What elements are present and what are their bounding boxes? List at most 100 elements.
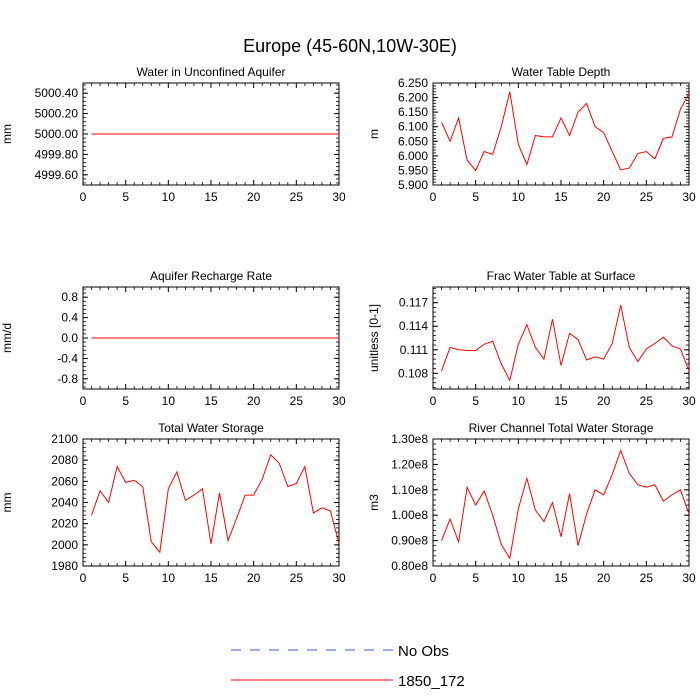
panel-3: Aquifer Recharge Rate 0 5 10 15 20 25 30 -0.8 -0.…	[0, 269, 346, 408]
panel-title: Water Table Depth	[512, 65, 611, 79]
x-tick-label: 25	[290, 571, 304, 585]
panel-title: Frac Water Table at Surface	[487, 269, 636, 283]
y-axis-label: m3	[367, 494, 381, 511]
x-tick-label: 30	[682, 394, 696, 408]
x-tick-label: 30	[332, 190, 346, 204]
x-tick-label: 10	[512, 571, 526, 585]
x-tick-label: 20	[247, 190, 261, 204]
y-tick-label: 0.108	[398, 366, 428, 380]
panel-title: Water in Unconfined Aquifer	[137, 65, 286, 79]
y-axis-label: m	[367, 129, 381, 139]
plot-frame	[432, 82, 690, 186]
x-tick-label: 10	[162, 394, 176, 408]
x-tick-label: 0	[80, 571, 87, 585]
x-tick-label: 5	[122, 394, 129, 408]
x-tick-label: 15	[204, 394, 218, 408]
plot-frame	[82, 438, 340, 567]
legend-label-1: No Obs	[398, 643, 449, 660]
x-tick-label: 5	[472, 571, 479, 585]
x-tick-label: 20	[247, 571, 261, 585]
y-tick-label: 0.80e8	[391, 559, 428, 573]
y-tick-label: 2020	[51, 517, 78, 531]
y-tick-label: 1.20e8	[391, 457, 428, 471]
y-tick-label: 0.8	[61, 290, 78, 304]
x-tick-label: 25	[290, 394, 304, 408]
y-tick-label: 1.30e8	[391, 432, 428, 446]
panel-6: River Channel Total Water Storage 0 5 10 15 2…	[367, 421, 696, 585]
y-tick-label: 2100	[51, 432, 78, 446]
series-line-1850_172	[441, 91, 690, 172]
legend: No Obs 1850_172	[231, 643, 465, 690]
x-tick-label: 5	[122, 571, 129, 585]
y-tick-label: 5000.00	[35, 127, 79, 141]
x-tick-label: 30	[332, 571, 346, 585]
panel-title: Total Water Storage	[158, 421, 264, 435]
y-tick-label: 5.900	[398, 178, 428, 192]
panel-4: Frac Water Table at Surface 0 5 10 15 20 25 30 0…	[367, 269, 696, 408]
x-tick-label: 10	[162, 190, 176, 204]
y-tick-label: 2060	[51, 474, 78, 488]
x-tick-label: 25	[640, 190, 654, 204]
y-tick-label: 0.0	[61, 331, 78, 345]
x-tick-label: 30	[682, 571, 696, 585]
panel-title: River Channel Total Water Storage	[469, 421, 654, 435]
x-tick-label: 25	[640, 394, 654, 408]
y-tick-label: 4999.80	[35, 147, 79, 161]
x-tick-label: 20	[247, 394, 261, 408]
panel-5: Total Water Storage 0 5 10 15 20 25 30 1980 2000 2…	[0, 421, 346, 585]
y-tick-label: 5.950	[398, 163, 428, 177]
plot-frame	[432, 286, 690, 390]
x-tick-label: 0	[430, 190, 437, 204]
x-tick-label: 15	[554, 394, 568, 408]
x-tick-label: 0	[430, 394, 437, 408]
y-tick-label: 2040	[51, 496, 78, 510]
x-tick-label: 30	[332, 394, 346, 408]
x-tick-label: 5	[472, 190, 479, 204]
x-tick-label: 10	[512, 394, 526, 408]
panel-1: Water in Unconfined Aquifer 0 5 10 15 20 25 30 4…	[0, 65, 346, 204]
y-tick-label: 0.117	[399, 296, 428, 310]
plot-frame	[432, 438, 690, 567]
y-axis-label: mm/d	[0, 323, 14, 353]
y-tick-label: 0.111	[400, 343, 429, 357]
y-axis-label: mm	[0, 124, 14, 144]
series-line-1850_172	[441, 448, 690, 560]
y-tick-label: 1980	[51, 559, 78, 573]
y-tick-label: 6.150	[398, 105, 428, 119]
series-line-1850_172	[441, 304, 690, 382]
x-tick-label: 15	[554, 571, 568, 585]
x-tick-label: 15	[554, 190, 568, 204]
y-tick-label: -0.8	[57, 372, 78, 386]
y-tick-label: 2000	[51, 538, 78, 552]
y-tick-label: 1.00e8	[391, 508, 428, 522]
y-tick-label: 5000.40	[35, 86, 79, 100]
y-tick-label: 0.90e8	[391, 534, 428, 548]
x-tick-label: 10	[512, 190, 526, 204]
x-tick-label: 20	[597, 190, 611, 204]
x-tick-label: 25	[290, 190, 304, 204]
y-tick-label: 0.4	[61, 311, 78, 325]
x-tick-label: 15	[204, 190, 218, 204]
x-tick-label: 0	[80, 190, 87, 204]
x-tick-label: 15	[204, 571, 218, 585]
legend-label-2: 1850_172	[398, 673, 465, 690]
y-tick-label: 0.114	[399, 319, 428, 333]
x-tick-label: 10	[162, 571, 176, 585]
y-tick-label: 6.050	[398, 134, 428, 148]
x-tick-label: 20	[597, 571, 611, 585]
y-tick-label: -0.4	[57, 351, 78, 365]
y-tick-label: 2080	[51, 453, 78, 467]
y-axis-label: mm	[0, 493, 14, 513]
x-tick-label: 5	[472, 394, 479, 408]
x-tick-label: 5	[122, 190, 129, 204]
panel-title: Aquifer Recharge Rate	[150, 269, 272, 283]
x-tick-label: 0	[430, 571, 437, 585]
y-tick-label: 6.100	[398, 120, 428, 134]
x-tick-label: 0	[80, 394, 87, 408]
series-line-1850_172	[91, 453, 340, 554]
x-tick-label: 25	[640, 571, 654, 585]
y-tick-label: 6.200	[398, 91, 428, 105]
y-tick-label: 6.250	[398, 76, 428, 90]
